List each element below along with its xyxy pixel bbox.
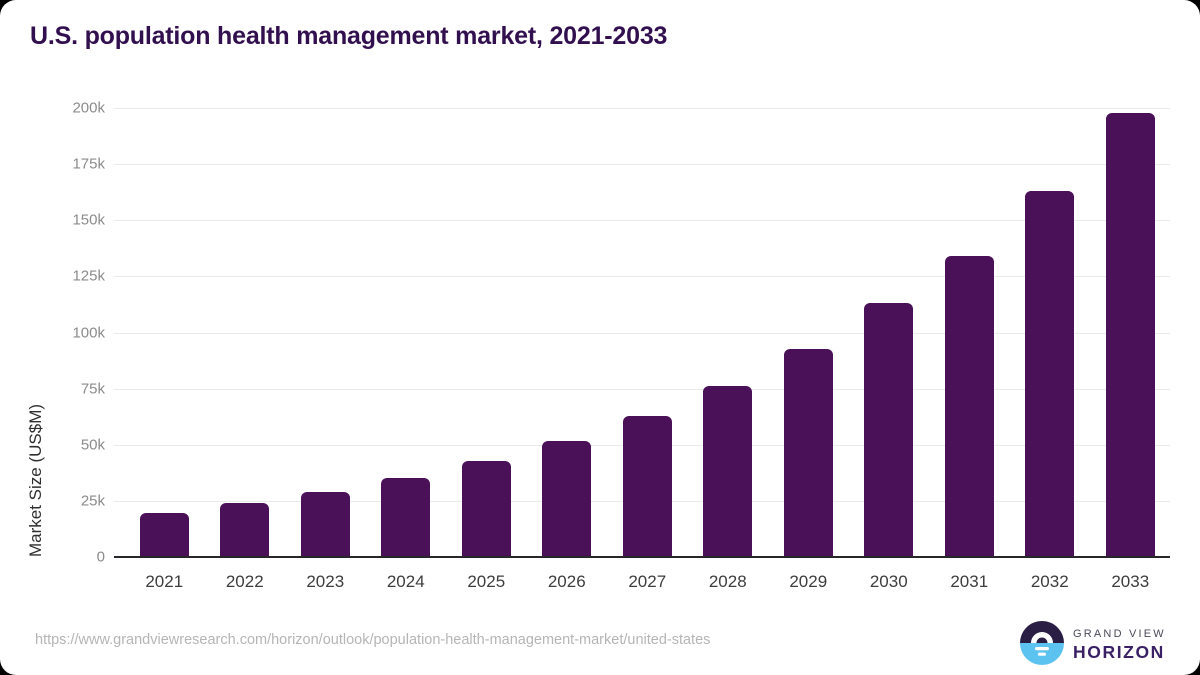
logo-horizon-label: HORIZON — [1073, 642, 1165, 662]
y-axis-tick-label: 100k — [72, 324, 105, 341]
y-axis-tick-label: 50k — [80, 436, 105, 454]
gridline — [114, 108, 1170, 109]
gridline — [114, 332, 1170, 334]
bar-2029 — [783, 348, 833, 557]
logo-text: GRAND VIEW HORIZON — [1073, 628, 1166, 663]
logo-grand-view-label: GRAND VIEW — [1073, 628, 1166, 640]
y-axis-tick-label: 125k — [72, 267, 105, 285]
y-axis-tick-label: 25k — [80, 492, 105, 510]
bar-2026 — [542, 440, 592, 557]
gridline — [114, 388, 1170, 390]
bar-2024 — [381, 478, 431, 557]
gridline — [114, 220, 1170, 222]
bar-2033 — [1105, 112, 1155, 557]
gridline — [114, 276, 1170, 278]
y-axis-tick-label: 150k — [72, 211, 105, 229]
x-axis-tick-label: 2032 — [1030, 572, 1069, 591]
bar-chart: Market Size (US$M) 0 25k 50k 75k 100k 125k 150… — [26, 99, 1170, 591]
gridline — [114, 164, 1170, 166]
x-axis-tick-label: 2029 — [789, 572, 828, 591]
bar-2028 — [703, 385, 753, 557]
x-axis-tick-label: 2023 — [306, 572, 345, 591]
y-axis-tick-label: 0 — [96, 548, 105, 566]
horizon-sun-icon — [1020, 621, 1064, 670]
y-axis-tick-label: 75k — [80, 380, 105, 398]
grand-view-horizon-logo: GRAND VIEW HORIZON — [1020, 621, 1166, 670]
bar-2022 — [220, 502, 270, 557]
x-axis-tick-label: 2021 — [145, 572, 184, 591]
x-axis-tick-label: 2027 — [628, 572, 667, 591]
bar-2031 — [944, 255, 994, 557]
x-axis-tick-label: 2022 — [225, 572, 264, 591]
bar-2027 — [622, 415, 672, 557]
x-axis-tick-label: 2024 — [386, 572, 425, 591]
chart-title: U.S. population health management market… — [30, 22, 668, 50]
bar-2021 — [139, 512, 189, 557]
bar-2025 — [461, 460, 511, 557]
x-axis-tick-label: 2025 — [467, 572, 506, 591]
x-axis-tick-label: 2031 — [950, 572, 989, 591]
y-axis-tick-label: 175k — [72, 155, 105, 173]
x-axis-tick-label: 2028 — [708, 572, 747, 591]
bar-2030 — [864, 303, 914, 557]
x-axis-tick-label: 2033 — [1111, 572, 1150, 591]
x-axis-line — [114, 556, 1170, 558]
bar-2023 — [300, 492, 350, 557]
x-axis-tick-label: 2030 — [869, 572, 908, 591]
bar-2032 — [1025, 190, 1075, 557]
x-axis-tick-label: 2026 — [547, 572, 586, 591]
y-axis-tick-label: 200k — [72, 99, 105, 117]
source-url: https://www.grandviewresearch.com/horizo… — [35, 632, 711, 648]
